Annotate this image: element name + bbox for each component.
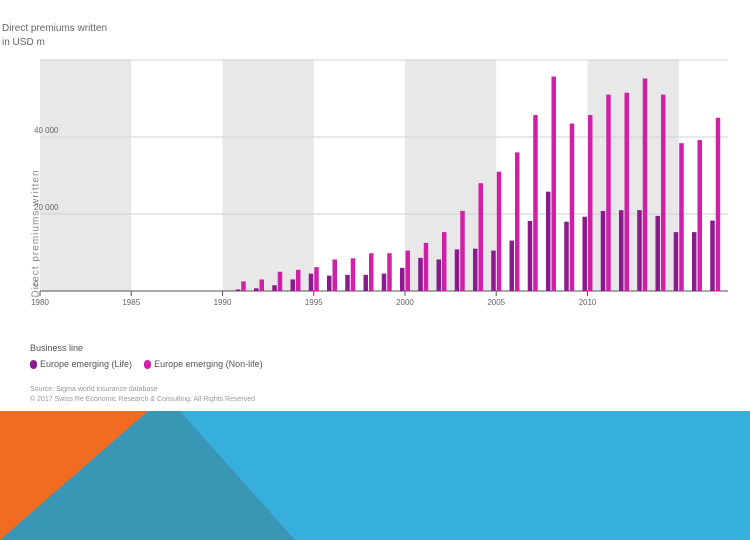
bar-nonlife-2015 <box>679 143 684 291</box>
bar-life-2002 <box>436 259 441 291</box>
x-tick-label: 2005 <box>487 298 505 307</box>
bar-life-2016 <box>691 232 697 291</box>
footer-decoration <box>0 411 750 540</box>
bar-life-2009 <box>564 221 569 291</box>
bar-life-1993 <box>272 285 277 291</box>
bar-life-2011 <box>600 210 606 291</box>
bar-nonlife-1997 <box>350 258 356 291</box>
chart-title: Direct premiums written in USD m <box>2 23 108 48</box>
bar-nonlife-2014 <box>660 94 666 292</box>
y-tick-label: 20 000 <box>34 203 59 212</box>
bar-nonlife-1999 <box>387 253 392 291</box>
bar-life-1999 <box>381 273 387 291</box>
y-tick-label: 40 000 <box>34 126 59 135</box>
bar-life-1991 <box>235 289 241 291</box>
x-tick-label: 1995 <box>305 298 323 307</box>
bar-life-2000 <box>399 267 405 291</box>
bar-life-2012 <box>618 210 624 291</box>
bar-life-2006 <box>509 240 514 291</box>
legend-swatch-life <box>30 359 37 369</box>
bar-nonlife-1998 <box>368 253 374 291</box>
y-tick-label: 0 <box>34 280 39 289</box>
bar-life-2014 <box>655 215 660 291</box>
x-tick-label: 2000 <box>396 298 414 307</box>
source-note: Source: Sigma world insurance database ©… <box>30 386 255 403</box>
shaded-period-1 <box>222 60 314 291</box>
bar-life-1997 <box>345 274 350 291</box>
bar-life-2015 <box>673 232 679 291</box>
bar-nonlife-1992 <box>259 279 264 291</box>
bar-life-1992 <box>253 288 259 291</box>
bar-nonlife-1996 <box>332 259 337 291</box>
x-tick-label: 1985 <box>122 298 140 307</box>
bar-nonlife-1995 <box>314 267 319 291</box>
bar-nonlife-2011 <box>606 94 611 292</box>
bar-nonlife-1994 <box>295 269 301 291</box>
bar-nonlife-2001 <box>423 242 429 291</box>
legend-label-life: Europe emerging (Life) <box>40 359 133 369</box>
x-tick-label: 1980 <box>31 298 49 307</box>
chart-plot: 0 20 000 40 000 1980 1985 1990 1995 2000 2005 20… <box>31 59 728 307</box>
bar-nonlife-1991 <box>241 281 246 291</box>
bar-nonlife-2016 <box>697 140 702 291</box>
x-tick-label: 2010 <box>579 298 597 307</box>
bar-nonlife-2005 <box>496 171 502 291</box>
bar-life-1998 <box>363 274 368 291</box>
bar-nonlife-2006 <box>514 152 520 291</box>
bar-life-2005 <box>491 250 496 291</box>
bar-nonlife-2002 <box>441 232 447 291</box>
legend-title: Business line <box>30 343 84 353</box>
shaded-period-0 <box>40 60 132 291</box>
bar-life-2001 <box>418 257 423 291</box>
footer-shapes <box>0 411 295 540</box>
bar-nonlife-2004 <box>478 183 483 291</box>
bar-nonlife-2007 <box>533 115 538 292</box>
bar-life-1994 <box>290 279 295 291</box>
legend-swatch-nonlife <box>144 359 152 369</box>
bar-nonlife-2008 <box>551 76 556 292</box>
bar-life-2013 <box>637 210 642 291</box>
legend: Business line Europe emerging (Life) Eur… <box>30 343 263 369</box>
bar-life-1996 <box>326 275 332 291</box>
bar-nonlife-1993 <box>277 271 283 291</box>
bar-life-2003 <box>454 249 460 291</box>
bar-nonlife-2012 <box>624 92 629 291</box>
bar-nonlife-2000 <box>405 250 410 291</box>
bar-life-1995 <box>308 273 314 291</box>
legend-label-nonlife: Europe emerging (Non-life) <box>154 359 263 369</box>
x-tick-label: 1990 <box>214 298 232 307</box>
footer-orange-triangle <box>0 411 148 540</box>
bar-nonlife-2009 <box>569 123 575 292</box>
bar-life-2008 <box>545 191 551 291</box>
bar-nonlife-2013 <box>642 78 648 291</box>
bar-nonlife-2010 <box>587 115 593 292</box>
bar-life-2004 <box>472 248 478 291</box>
bar-life-2007 <box>527 220 533 291</box>
legend-item-nonlife[interactable]: Europe emerging (Non-life) <box>144 359 263 369</box>
bar-life-2010 <box>582 216 587 291</box>
legend-item-life[interactable]: Europe emerging (Life) <box>30 359 132 369</box>
bar-nonlife-2017 <box>715 117 721 291</box>
bar-life-2017 <box>710 220 715 291</box>
bar-nonlife-2003 <box>460 210 465 291</box>
